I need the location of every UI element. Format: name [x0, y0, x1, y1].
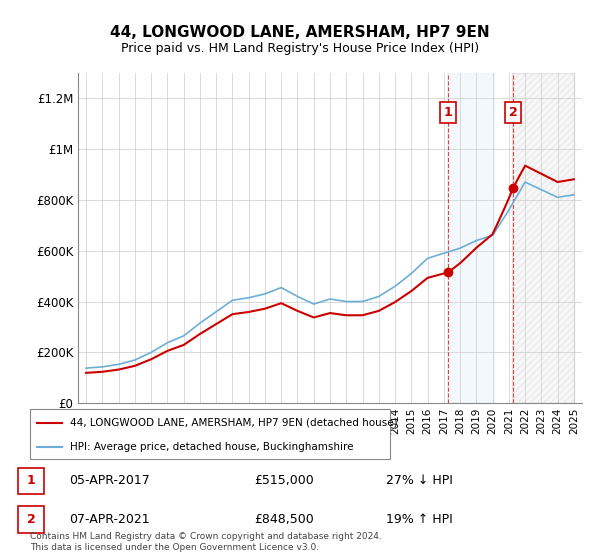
Text: Price paid vs. HM Land Registry's House Price Index (HPI): Price paid vs. HM Land Registry's House … [121, 42, 479, 55]
Text: HPI: Average price, detached house, Buckinghamshire: HPI: Average price, detached house, Buck… [70, 442, 353, 451]
Text: 27% ↓ HPI: 27% ↓ HPI [386, 474, 453, 487]
Text: 05-APR-2017: 05-APR-2017 [70, 474, 151, 487]
Bar [512, 73, 574, 403]
Text: 2: 2 [26, 513, 35, 526]
Text: 44, LONGWOOD LANE, AMERSHAM, HP7 9EN (detached house): 44, LONGWOOD LANE, AMERSHAM, HP7 9EN (de… [70, 418, 397, 428]
FancyBboxPatch shape [30, 409, 390, 459]
Text: Contains HM Land Registry data © Crown copyright and database right 2024.
This d: Contains HM Land Registry data © Crown c… [30, 532, 382, 552]
Text: £515,000: £515,000 [254, 474, 314, 487]
Text: 1: 1 [444, 106, 452, 119]
Text: 2: 2 [509, 106, 518, 119]
Bar [448, 73, 494, 403]
Text: 1: 1 [26, 474, 35, 487]
FancyBboxPatch shape [18, 468, 44, 494]
Text: £848,500: £848,500 [254, 513, 314, 526]
Bar [512, 73, 574, 403]
FancyBboxPatch shape [18, 506, 44, 533]
Text: 07-APR-2021: 07-APR-2021 [70, 513, 150, 526]
Text: 19% ↑ HPI: 19% ↑ HPI [386, 513, 453, 526]
Text: 44, LONGWOOD LANE, AMERSHAM, HP7 9EN: 44, LONGWOOD LANE, AMERSHAM, HP7 9EN [110, 25, 490, 40]
